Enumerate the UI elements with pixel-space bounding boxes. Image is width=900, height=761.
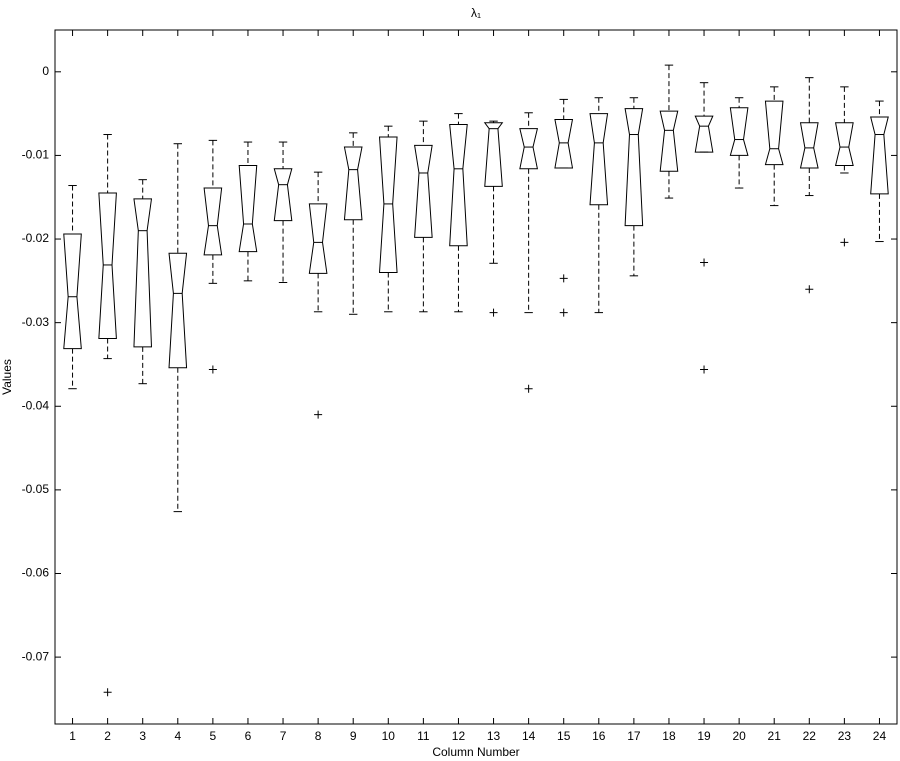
box	[449, 123, 468, 247]
box	[133, 198, 153, 348]
y-tick-label: -0.02	[22, 231, 50, 245]
box	[729, 107, 749, 156]
box	[764, 100, 784, 166]
outlier	[103, 688, 112, 697]
box	[483, 122, 504, 187]
x-tick-label: 2	[104, 729, 111, 743]
box	[168, 252, 188, 369]
y-tick-label: -0.07	[22, 649, 50, 663]
box	[273, 168, 293, 222]
box	[834, 122, 854, 166]
x-tick-label: 17	[627, 729, 641, 743]
box	[308, 203, 328, 274]
box	[343, 146, 363, 221]
box	[694, 115, 714, 153]
y-tick-label: -0.04	[22, 398, 50, 412]
x-tick-label: 24	[873, 729, 887, 743]
box	[98, 192, 117, 340]
outlier	[559, 308, 568, 317]
x-tick-label: 7	[280, 729, 287, 743]
x-tick-label: 14	[522, 729, 536, 743]
box	[63, 233, 82, 350]
x-tick-label: 12	[452, 729, 466, 743]
outlier	[700, 365, 709, 374]
outlier	[208, 365, 217, 374]
box	[624, 108, 644, 227]
outlier	[489, 308, 498, 317]
x-tick-label: 18	[662, 729, 676, 743]
box	[519, 128, 539, 170]
x-tick-label: 20	[732, 729, 746, 743]
x-axis-label: Column Number	[432, 745, 519, 759]
x-tick-label: 3	[139, 729, 146, 743]
y-axis-label: Values	[0, 359, 14, 395]
y-tick-label: 0	[42, 64, 49, 78]
box	[414, 144, 433, 238]
outlier	[524, 384, 533, 393]
box	[799, 122, 819, 169]
box	[378, 136, 398, 273]
x-tick-label: 6	[245, 729, 252, 743]
box	[238, 164, 258, 253]
x-tick-label: 15	[557, 729, 571, 743]
box	[554, 118, 574, 169]
x-tick-label: 1	[69, 729, 76, 743]
x-tick-label: 13	[487, 729, 501, 743]
outlier	[700, 258, 709, 267]
y-tick-label: -0.05	[22, 482, 50, 496]
x-tick-label: 8	[315, 729, 322, 743]
outlier	[840, 238, 849, 247]
x-tick-label: 11	[417, 729, 430, 743]
box	[203, 187, 223, 256]
box	[589, 113, 609, 206]
y-tick-label: -0.01	[22, 148, 50, 162]
x-tick-label: 21	[768, 729, 782, 743]
axes-frame	[54, 29, 898, 725]
x-tick-label: 5	[210, 729, 217, 743]
x-tick-label: 19	[697, 729, 711, 743]
x-tick-label: 10	[382, 729, 396, 743]
chart-title: λ₁	[471, 6, 481, 20]
x-tick-label: 23	[838, 729, 852, 743]
outlier	[805, 285, 814, 294]
x-tick-label: 22	[803, 729, 817, 743]
x-tick-label: 16	[592, 729, 606, 743]
outlier	[314, 410, 323, 419]
x-tick-label: 9	[350, 729, 357, 743]
y-tick-label: -0.06	[22, 566, 50, 580]
x-tick-label: 4	[174, 729, 181, 743]
box	[659, 110, 679, 172]
outlier	[559, 274, 568, 283]
y-tick-label: -0.03	[22, 315, 50, 329]
box	[870, 116, 889, 195]
